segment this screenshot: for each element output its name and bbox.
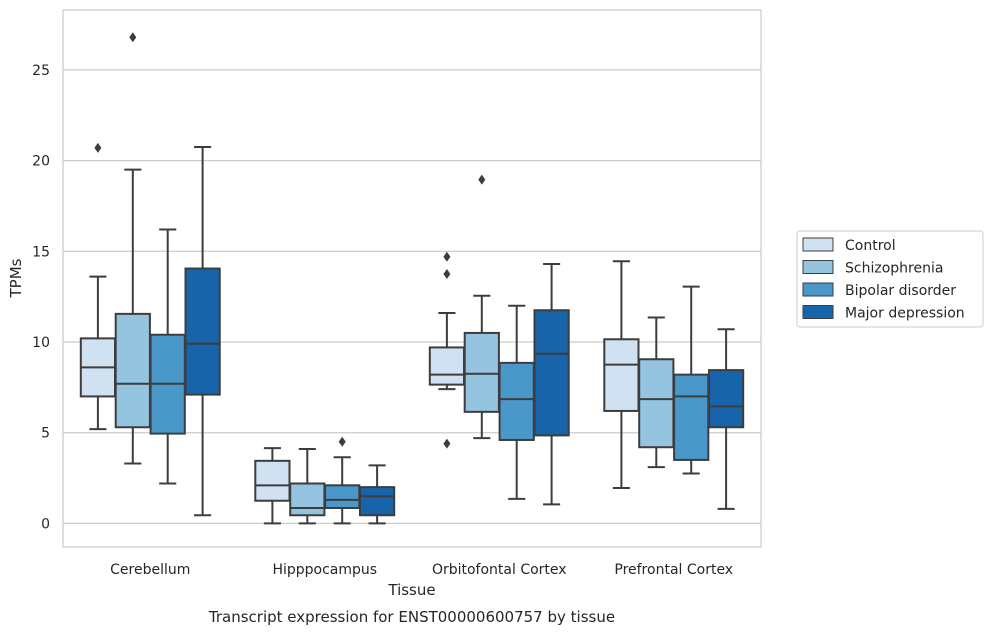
legend-swatch: [802, 282, 834, 297]
box-major-depression: [358, 464, 396, 525]
iqr-box: [463, 331, 500, 413]
box-bipolar-disorder: [149, 228, 186, 485]
iqr-box: [114, 312, 151, 429]
legend-label: Bipolar disorder: [845, 283, 956, 299]
legend-swatch: [802, 260, 834, 274]
legend-label: Schizophrenia: [845, 261, 943, 277]
x-tick-label: Orbitofontal Cortex: [432, 562, 567, 578]
box-schizophrenia: [463, 174, 500, 440]
y-tick-label: 10: [32, 335, 50, 351]
outlier-point: [478, 174, 486, 185]
box-major-depression: [533, 262, 570, 506]
iqr-box: [638, 358, 675, 449]
iqr-box: [289, 482, 326, 517]
iqr-box: [184, 267, 221, 396]
iqr-box: [533, 309, 570, 437]
x-tick-label: Hipppocampus: [272, 562, 377, 578]
box-major-depression: [184, 145, 221, 517]
box-schizophrenia: [638, 316, 675, 469]
plot-area-frame: [62, 9, 762, 548]
box-control: [79, 142, 117, 431]
iqr-box: [673, 373, 710, 461]
outlier-point: [338, 436, 346, 447]
legend-label: Major depression: [845, 306, 965, 322]
iqr-box: [603, 338, 640, 412]
legend-swatch: [802, 305, 834, 319]
outlier-point: [129, 32, 137, 43]
outlier-point: [443, 268, 451, 279]
iqr-box: [498, 361, 535, 441]
box-bipolar-disorder: [673, 285, 710, 475]
legend-frame: [796, 230, 984, 328]
box-control: [428, 251, 466, 449]
outlier-point: [94, 142, 102, 153]
box-groups: [79, 32, 745, 525]
y-axis-title: TPMs: [7, 258, 25, 298]
iqr-box: [254, 459, 291, 502]
box-major-depression: [707, 328, 745, 510]
box-bipolar-disorder: [498, 304, 535, 500]
y-tick-label: 15: [32, 244, 50, 260]
x-axis-title: Tissue: [387, 581, 435, 599]
outlier-point: [443, 438, 451, 449]
y-tick-label: 20: [32, 154, 50, 170]
box-bipolar-disorder: [324, 436, 361, 525]
box-schizophrenia: [289, 448, 326, 525]
box-schizophrenia: [114, 32, 151, 465]
iqr-box: [707, 369, 745, 429]
legend-label: Control: [845, 238, 896, 254]
y-tick-label: 25: [32, 63, 50, 79]
x-tick-label: Cerebellum: [110, 562, 190, 578]
y-tick-labels: 0 5 10 15 20 25: [32, 63, 50, 533]
outlier-point: [443, 251, 451, 262]
iqr-box: [324, 484, 361, 509]
y-tick-label: 0: [41, 516, 50, 532]
x-tick-label: Prefrontal Cortex: [614, 562, 733, 578]
iqr-box: [428, 346, 466, 386]
chart-caption: Transcript expression for ENST0000060075…: [208, 608, 615, 626]
legend-swatch: [802, 237, 834, 252]
box-control: [603, 260, 640, 490]
iqr-box: [358, 486, 396, 517]
box-control: [254, 447, 291, 525]
x-tick-labels: Cerebellum Hipppocampus Orbitofontal Corte…: [110, 562, 733, 578]
y-tick-label: 5: [41, 426, 50, 442]
legend: Control Schizophrenia Bipolar disorder Majo…: [796, 230, 984, 328]
